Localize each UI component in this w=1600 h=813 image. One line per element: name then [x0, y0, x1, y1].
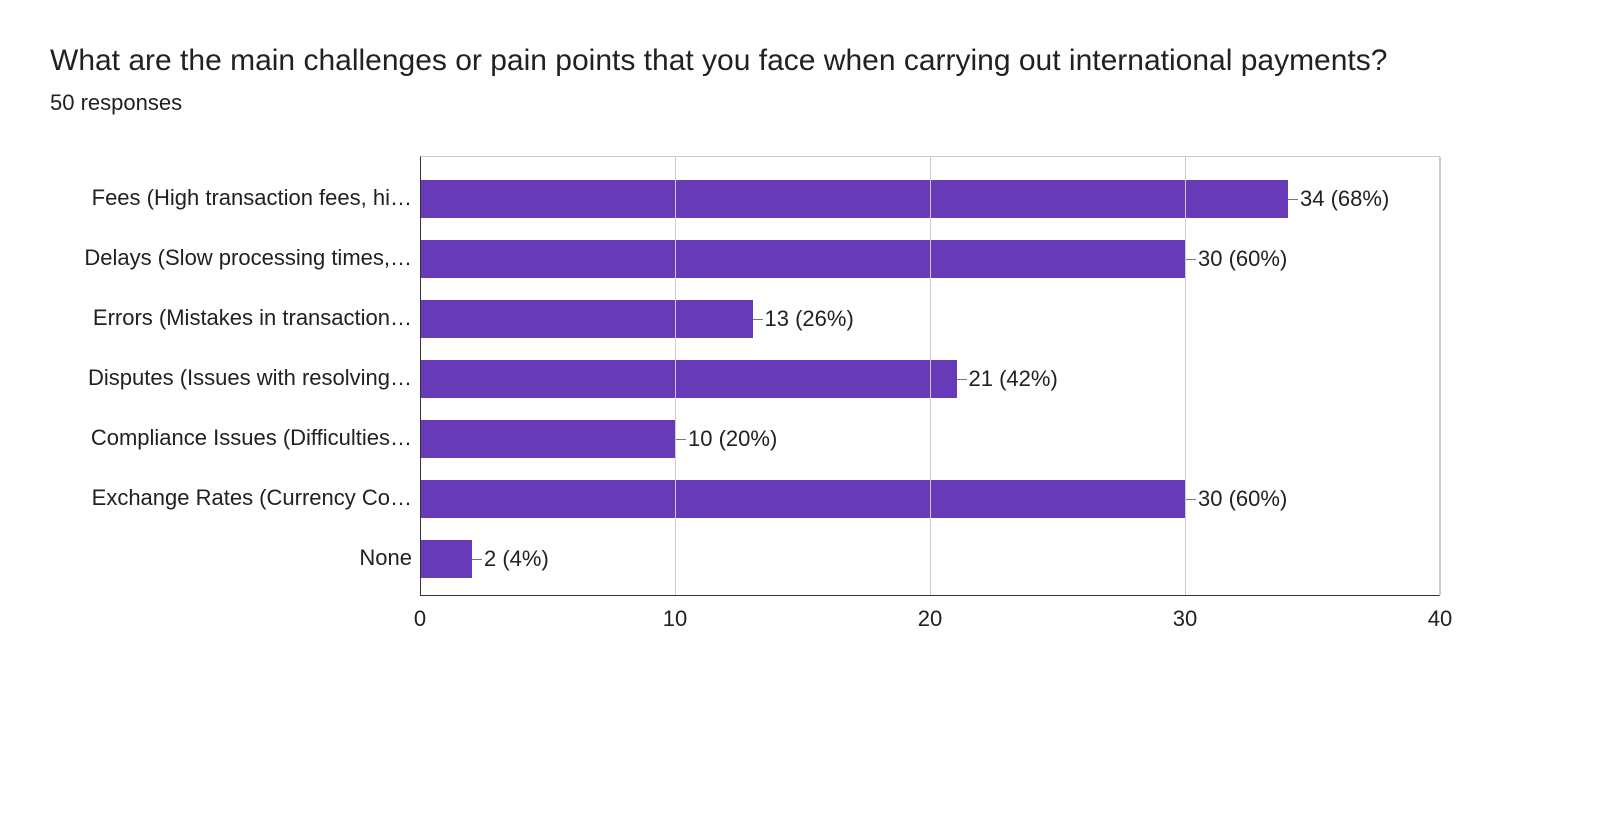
- value-tick: [1186, 259, 1196, 260]
- bar[interactable]: [421, 300, 753, 338]
- value-tick: [753, 319, 763, 320]
- value-tick: [1288, 199, 1298, 200]
- x-axis-tick: 10: [663, 606, 687, 632]
- bar[interactable]: [421, 180, 1288, 218]
- y-axis-label: Fees (High transaction fees, hi…: [50, 168, 420, 228]
- bar[interactable]: [421, 420, 676, 458]
- x-axis-tick: 30: [1173, 606, 1197, 632]
- chart-title: What are the main challenges or pain poi…: [50, 40, 1550, 82]
- plot: 34 (68%) 30 (60%) 13 (26%) 21 (42%) 10 (20%)…: [420, 156, 1440, 596]
- bar[interactable]: [421, 480, 1186, 518]
- x-axis-tick: 40: [1428, 606, 1452, 632]
- y-axis-label: Compliance Issues (Difficulties…: [50, 408, 420, 468]
- bar[interactable]: [421, 240, 1186, 278]
- bar[interactable]: [421, 360, 957, 398]
- chart-container: Fees (High transaction fees, hi…Delays (…: [50, 156, 1550, 642]
- bar-value-label: 21 (42%): [969, 366, 1058, 392]
- bar-value-label: 30 (60%): [1198, 246, 1287, 272]
- value-tick: [957, 379, 967, 380]
- bar-value-label: 34 (68%): [1300, 186, 1389, 212]
- y-axis-labels: Fees (High transaction fees, hi…Delays (…: [50, 156, 420, 642]
- x-axis-tick: 0: [414, 606, 426, 632]
- bar-value-label: 2 (4%): [484, 546, 549, 572]
- gridline: [675, 157, 676, 595]
- chart-subtitle: 50 responses: [50, 90, 1550, 116]
- y-axis-label: None: [50, 528, 420, 588]
- x-axis: 010203040: [420, 602, 1440, 642]
- y-axis-label: Disputes (Issues with resolving…: [50, 348, 420, 408]
- bar[interactable]: [421, 540, 472, 578]
- bar-value-label: 10 (20%): [688, 426, 777, 452]
- gridline: [930, 157, 931, 595]
- y-axis-label: Exchange Rates (Currency Co…: [50, 468, 420, 528]
- value-tick: [1186, 499, 1196, 500]
- gridline: [1440, 157, 1441, 595]
- x-axis-tick: 20: [918, 606, 942, 632]
- bar-value-label: 30 (60%): [1198, 486, 1287, 512]
- y-axis-label: Errors (Mistakes in transaction…: [50, 288, 420, 348]
- plot-area: 34 (68%) 30 (60%) 13 (26%) 21 (42%) 10 (20%)…: [420, 156, 1440, 642]
- value-tick: [676, 439, 686, 440]
- value-tick: [472, 559, 482, 560]
- bar-value-label: 13 (26%): [765, 306, 854, 332]
- y-axis-label: Delays (Slow processing times,…: [50, 228, 420, 288]
- gridline: [1185, 157, 1186, 595]
